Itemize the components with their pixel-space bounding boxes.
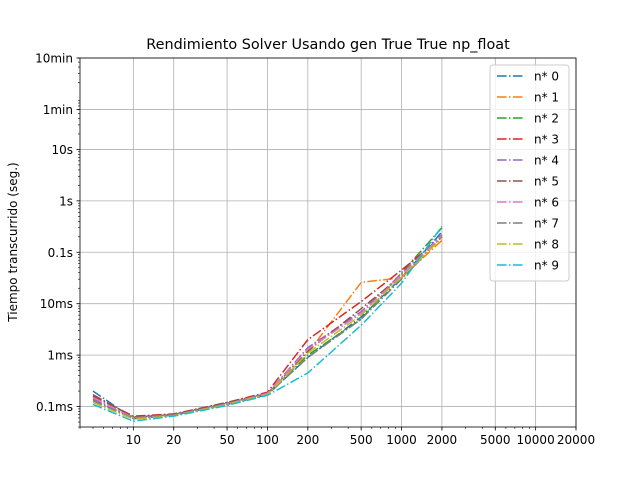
y-tick-label: 10ms <box>40 297 73 311</box>
x-tick-label: 5000 <box>480 433 511 447</box>
legend-label-3: n* 3 <box>534 133 559 147</box>
legend-label-0: n* 0 <box>534 70 559 84</box>
y-tick-label: 10s <box>51 143 73 157</box>
legend-box <box>489 64 570 282</box>
x-axis: 10 20 50 100 200 500 1000 2000 5000 10000 20000 <box>79 427 595 447</box>
y-tick-label: 1ms <box>47 349 73 363</box>
legend-label-6: n* 6 <box>534 196 559 210</box>
y-axis-label: Tiempo transcurrido (seg.) <box>6 162 20 322</box>
y-tick-label: 0.1ms <box>36 400 73 414</box>
x-tick-label: 50 <box>219 433 234 447</box>
legend-label-7: n* 7 <box>534 217 559 231</box>
series-line-3 <box>92 236 443 417</box>
x-tick-label: 10000 <box>517 433 555 447</box>
legend-label-2: n* 2 <box>534 112 559 126</box>
x-tick-label: 200 <box>296 433 319 447</box>
series-line-6 <box>92 235 443 419</box>
plot-frame <box>79 57 577 428</box>
legend-label-9: n* 9 <box>534 259 559 273</box>
x-tick-label: 20000 <box>557 433 595 447</box>
legend-label-1: n* 1 <box>534 91 559 105</box>
y-tick-label: 1s <box>59 194 73 208</box>
x-tick-label: 100 <box>256 433 279 447</box>
legend-label-4: n* 4 <box>534 154 559 168</box>
x-tick-label: 1000 <box>386 433 417 447</box>
x-tick-label: 500 <box>350 433 373 447</box>
y-tick-label: 1min <box>43 103 73 117</box>
y-tick-label: 0.1s <box>48 246 73 260</box>
y-tick-label: 10min <box>35 52 73 66</box>
legend: n* 0 n* 1 n* 2 n* 3 n* 4 n* 5 n* 6 n* 7 n* 8 n* 9 <box>489 64 570 282</box>
y-axis: 0.1ms 1ms 10ms 0.1s 1s 10s 1min 10min <box>35 52 80 428</box>
x-tick-label: 10 <box>126 433 141 447</box>
chart-title: Rendimiento Solver Usando gen True True … <box>146 37 510 53</box>
x-tick-label: 2000 <box>427 433 458 447</box>
legend-label-8: n* 8 <box>534 238 559 252</box>
x-tick-label: 20 <box>166 433 181 447</box>
series-line-9 <box>92 225 443 422</box>
legend-label-5: n* 5 <box>534 175 559 189</box>
series-group <box>92 225 443 422</box>
